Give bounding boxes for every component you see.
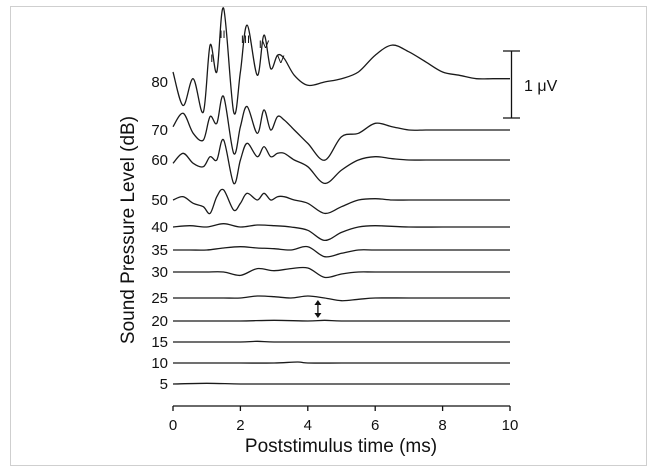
- db-label-30: 30: [151, 264, 168, 281]
- trace-60db: [172, 138, 510, 185]
- wave-labels-group: III III IVV: [210, 29, 285, 66]
- x-tick-label-8: 8: [438, 417, 446, 434]
- trace-15db: [172, 340, 510, 343]
- x-tick-label-4: 4: [304, 417, 312, 434]
- trace-70db: [172, 95, 510, 161]
- db-label-70: 70: [151, 122, 168, 139]
- wave-label-ii: II: [219, 29, 225, 41]
- db-label-35: 35: [151, 242, 168, 259]
- trace-40db: [172, 223, 510, 242]
- wave-label-iii: III: [241, 34, 250, 46]
- x-tick-label-10: 10: [502, 417, 519, 434]
- trace-10db: [172, 361, 510, 364]
- x-tick-label-6: 6: [371, 417, 379, 434]
- wave-label-i: I: [210, 53, 213, 65]
- trace-80db: [172, 7, 510, 115]
- x-ticks-group: 0 2 4 6 8 10: [169, 406, 519, 434]
- db-label-60: 60: [151, 152, 168, 169]
- wave-label-v: V: [277, 54, 285, 66]
- trace-50db: [172, 188, 510, 215]
- x-axis-label: Poststimulus time (ms): [245, 436, 437, 457]
- db-label-25: 25: [151, 290, 168, 307]
- trace-35db: [172, 245, 510, 258]
- db-label-50: 50: [151, 192, 168, 209]
- db-label-10: 10: [151, 355, 168, 372]
- trace-30db: [173, 266, 510, 279]
- traces-group: [172, 7, 510, 385]
- x-tick-label-0: 0: [169, 417, 177, 434]
- trace-25db: [172, 295, 510, 302]
- trace-20db: [173, 319, 510, 322]
- db-label-40: 40: [151, 219, 168, 236]
- wave-label-iv: IV: [259, 39, 270, 51]
- trace-5db: [172, 382, 510, 385]
- threshold-arrow-up: [314, 300, 322, 305]
- threshold-marker: [314, 300, 322, 318]
- scale-bar-line: [503, 50, 520, 119]
- db-label-20: 20: [151, 313, 168, 330]
- db-label-15: 15: [151, 334, 168, 351]
- scale-bar-label: 1 μV: [524, 78, 558, 95]
- db-label-80: 80: [151, 74, 168, 91]
- threshold-arrow-down: [314, 313, 322, 318]
- y-axis-label: Sound Pressure Level (dB): [118, 116, 139, 344]
- db-label-5: 5: [160, 376, 168, 393]
- scale-bar: 1 μV: [503, 50, 558, 119]
- x-tick-label-2: 2: [236, 417, 244, 434]
- db-labels-group: 80 70 60 50 40 35 30 25 20 15 10 5: [151, 74, 168, 393]
